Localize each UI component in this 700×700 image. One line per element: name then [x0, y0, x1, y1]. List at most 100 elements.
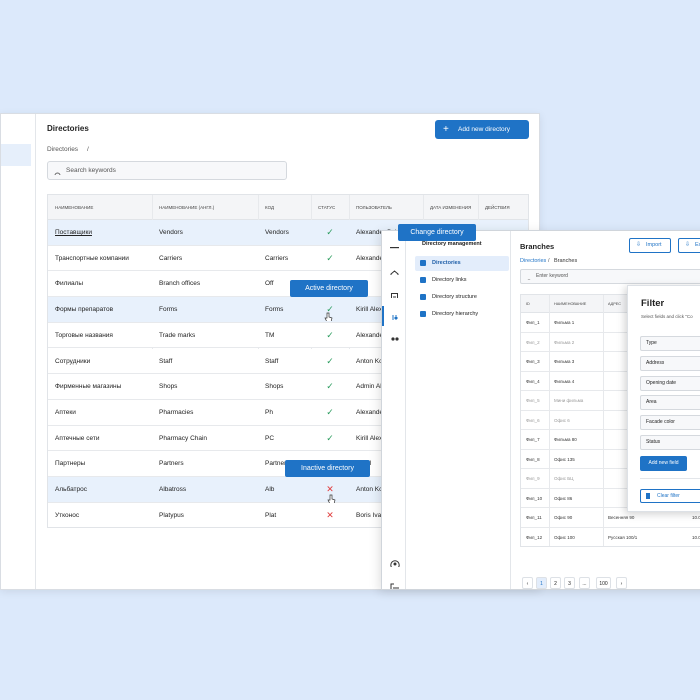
nav-icon	[420, 277, 426, 283]
add-field-button[interactable]: Add new field	[640, 456, 687, 471]
nav-item[interactable]: Directory links	[432, 277, 467, 283]
cell: Alexander Bel	[356, 229, 397, 236]
cell: Аптечные сети	[55, 434, 100, 442]
filter-field[interactable]: Area	[640, 395, 700, 411]
table-row[interactable]: Фил_1 Фильма 1	[521, 313, 700, 333]
nav-active	[415, 256, 509, 271]
cell: Фильма 4	[554, 378, 575, 384]
nav-title: Directory management	[422, 241, 482, 247]
column-divider	[603, 295, 604, 546]
header-button[interactable]: Import ⇩	[629, 238, 671, 253]
nav-icon	[420, 294, 426, 300]
cell: Shops	[159, 383, 178, 391]
add-directory-button[interactable]: + Add new directory	[435, 120, 529, 139]
cell: Офис 100	[554, 534, 575, 540]
cell: Фил_6	[526, 417, 540, 423]
field-label: Area	[646, 399, 657, 406]
filter-field[interactable]: Type	[640, 336, 700, 351]
table-row[interactable]: Фил_4 Фильма 4	[521, 372, 700, 391]
cell: Сотрудники	[55, 357, 91, 365]
cell: Pharmacy Chain	[159, 434, 208, 442]
filter-title: Filter	[641, 298, 665, 309]
cell: Boris Ivan	[356, 511, 385, 519]
page-button[interactable]: ...	[579, 577, 590, 589]
page-button[interactable]: 1	[536, 577, 547, 589]
page-button[interactable]: ‹	[522, 577, 533, 589]
trash-icon	[646, 493, 650, 499]
cell: Carriers	[159, 254, 183, 262]
cell: Альбатрос	[55, 486, 88, 493]
tooltip: Active directory	[290, 280, 368, 297]
cell: Forms	[159, 306, 178, 314]
clear-filter-button[interactable]: Clear filter	[640, 489, 700, 503]
search-box[interactable]: Search keywords	[47, 161, 287, 180]
filter-field[interactable]: Status	[640, 435, 700, 450]
cell: Фил_9	[526, 476, 540, 481]
cursor-svg	[324, 312, 333, 321]
page-button[interactable]: 3	[564, 577, 575, 589]
field-label: Type	[646, 340, 657, 346]
cell: Фил_2	[526, 339, 540, 345]
table-row[interactable]: Фил_12 Офис 100 Русская 100/1 10.04.2	[521, 528, 700, 547]
filter-field[interactable]: Address	[640, 355, 700, 371]
cell: Фил_10	[526, 495, 543, 501]
column-header: АДРЕС	[608, 302, 622, 306]
table-row[interactable]: Фил_10 Офис 86	[521, 489, 700, 508]
cell: Фил_4	[526, 378, 540, 384]
cell: Поставщики	[55, 229, 92, 236]
button-label: Exp	[695, 242, 700, 248]
cell: Фирменные магазины	[55, 383, 122, 391]
button-label: Clear filter	[657, 493, 680, 499]
page-button[interactable]: ›	[616, 577, 627, 589]
page-button[interactable]: 100	[596, 577, 611, 589]
profile-icon	[390, 557, 400, 567]
button-icon: ⇩	[685, 242, 691, 248]
settings-icon	[390, 311, 399, 320]
cell: Kirill Alex	[356, 306, 383, 314]
cell: Forms	[265, 306, 284, 314]
search-icon	[54, 167, 62, 175]
profile-icon-svg	[390, 560, 400, 567]
cell: Staff	[159, 357, 173, 365]
home-icon	[390, 266, 399, 275]
table-row[interactable]: Фил_9 Офис БЦ	[521, 469, 700, 489]
search-placeholder: Enter keyword	[536, 273, 568, 279]
cell: Фил_7	[526, 437, 540, 442]
table-row[interactable]: Фил_8 Офис 135	[521, 450, 700, 469]
table-row[interactable]: Фил_7 Фильма 80	[521, 430, 700, 450]
cell: Фил_11	[526, 515, 542, 520]
filter-field[interactable]: Facade color	[640, 415, 700, 431]
header-button[interactable]: Exp ⇩	[678, 238, 700, 253]
logout-icon-svg	[390, 583, 399, 589]
filter-panel: Filter Select fields and click "Co Type Add…	[627, 285, 700, 512]
nav-item[interactable]: Directories	[432, 260, 461, 266]
filter-field[interactable]: Opening date	[640, 375, 700, 391]
table-row[interactable]: Фил_11 Офис 90 Весенняя 90 10.04.2	[521, 508, 700, 528]
page-button[interactable]: 2	[550, 577, 561, 589]
nav-item[interactable]: Directory hierarchy	[432, 311, 479, 317]
button-icon: ⇩	[636, 242, 642, 248]
plus-icon: +	[443, 124, 449, 135]
table-row[interactable]: Фил_6 Офис 6	[521, 411, 700, 430]
nav-panel	[406, 231, 511, 589]
cell: Kirill Alex	[356, 434, 383, 442]
cell: TM	[265, 331, 275, 339]
sidebar-active	[1, 144, 31, 166]
status-icon: ✓	[326, 304, 334, 315]
cell: Partners	[159, 460, 184, 468]
status-icon: ✓	[326, 227, 334, 237]
cell: Офис 6	[554, 417, 570, 423]
table-row[interactable]: Фил_3 Фильма 3	[521, 352, 700, 372]
table-row[interactable]: Фил_5 Мини фильма	[521, 391, 700, 411]
nav-icon	[420, 311, 426, 317]
cell: Торговые названия	[55, 331, 113, 339]
table-row[interactable]: Фил_2 Фильма 2	[521, 333, 700, 352]
cell: Vendors	[265, 229, 289, 236]
nav-item[interactable]: Directory structure	[432, 294, 477, 300]
button-label: Add new directory	[458, 126, 511, 133]
cell: Pharmacies	[159, 408, 194, 416]
column-header: СТАТУС	[318, 204, 336, 210]
search-box[interactable]: Enter keyword	[520, 269, 700, 284]
cell: Alb	[265, 486, 275, 493]
cell: Trade marks	[159, 331, 196, 339]
